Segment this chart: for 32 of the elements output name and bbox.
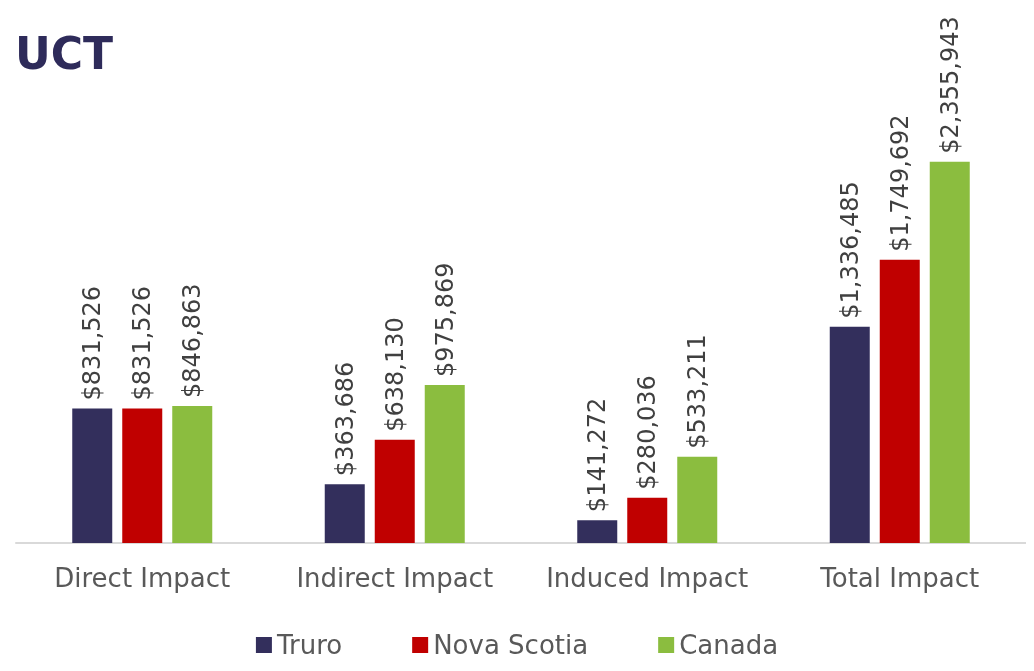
x-tick-label: Indirect Impact xyxy=(296,563,494,593)
bar xyxy=(172,405,213,543)
bar xyxy=(929,161,970,543)
bar xyxy=(677,456,718,543)
data-label: $831,526 xyxy=(78,285,107,401)
data-label: $846,863 xyxy=(178,283,207,398)
data-label: $533,211 xyxy=(683,334,712,449)
legend-label: Truro xyxy=(275,630,343,660)
x-tick-label: Induced Impact xyxy=(546,563,749,593)
chart-title: UCT xyxy=(15,27,114,79)
legend-label: Nova Scotia xyxy=(433,630,589,660)
data-label: $975,869 xyxy=(430,262,459,378)
data-label: $638,130 xyxy=(380,317,409,432)
bar xyxy=(72,408,113,543)
bar xyxy=(122,408,163,543)
bar xyxy=(324,484,365,543)
bar xyxy=(879,259,920,543)
data-label: $2,355,943 xyxy=(935,16,964,154)
data-label: $363,686 xyxy=(330,361,359,477)
data-label: $280,036 xyxy=(633,375,662,490)
x-tick-label: Total Impact xyxy=(819,563,980,593)
bar xyxy=(627,497,668,543)
bar xyxy=(829,326,870,543)
legend-label: Canada xyxy=(679,630,779,660)
data-label: $1,749,692 xyxy=(885,114,914,252)
data-label: $1,336,485 xyxy=(835,181,864,319)
data-label: $141,272 xyxy=(583,397,612,513)
bar xyxy=(577,520,618,543)
x-tick-label: Direct Impact xyxy=(54,563,231,593)
bar xyxy=(424,385,465,543)
data-label: $831,526 xyxy=(128,285,157,401)
bar xyxy=(374,439,415,543)
